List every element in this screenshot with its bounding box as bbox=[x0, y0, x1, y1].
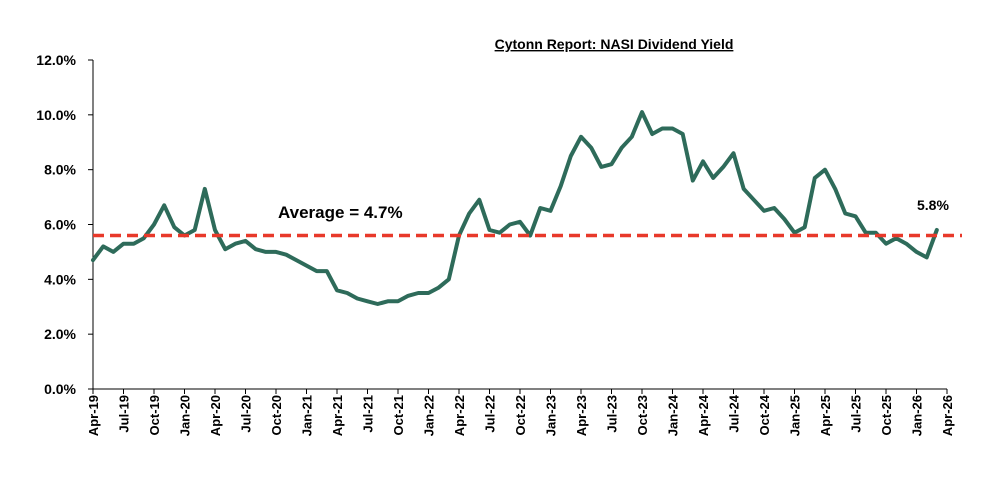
y-tick-label: 6.0% bbox=[44, 217, 76, 233]
x-tick-label: Jul-23 bbox=[605, 395, 620, 433]
x-axis: Apr-19 Jul-19 Oct-19 Jan-20 Apr-20 Jul-20 Oct-… bbox=[86, 389, 955, 436]
chart-title: Cytonn Report: NASI Dividend Yield bbox=[495, 36, 734, 52]
y-tick-label: 8.0% bbox=[44, 162, 76, 178]
x-tick-label: Apr-26 bbox=[940, 395, 955, 436]
x-tick-label: Jan-24 bbox=[666, 394, 681, 436]
x-tick-label: Jan-23 bbox=[544, 395, 559, 436]
x-tick-label: Oct-19 bbox=[147, 395, 162, 435]
x-tick-label: Jul-24 bbox=[727, 394, 742, 432]
x-tick-label: Jan-21 bbox=[300, 395, 315, 436]
x-tick-label: Jan-20 bbox=[178, 395, 193, 436]
x-tick-label: Apr-24 bbox=[696, 394, 711, 436]
x-tick-label: Apr-22 bbox=[452, 395, 467, 436]
average-label: Average = 4.7% bbox=[278, 203, 403, 222]
x-tick-label: Jul-20 bbox=[239, 395, 254, 433]
x-tick-label: Oct-24 bbox=[757, 394, 772, 435]
x-tick-label: Oct-20 bbox=[269, 395, 284, 435]
x-tick-label: Apr-20 bbox=[208, 395, 223, 436]
x-tick-label: Jan-26 bbox=[910, 395, 925, 436]
y-tick-label: 4.0% bbox=[44, 271, 76, 287]
x-tick-label: Jul-21 bbox=[361, 395, 376, 433]
x-tick-label: Oct-25 bbox=[879, 395, 894, 435]
x-tick-label: Apr-21 bbox=[330, 395, 345, 436]
x-tick-label: Jan-22 bbox=[422, 395, 437, 436]
x-tick-label: Oct-21 bbox=[391, 395, 406, 435]
last-value-label: 5.8% bbox=[917, 197, 949, 213]
y-axis: 0.0% 2.0% 4.0% 6.0% 8.0% 10.0% 12.0% bbox=[36, 52, 93, 397]
y-tick-label: 2.0% bbox=[44, 326, 76, 342]
y-tick-label: 12.0% bbox=[36, 52, 76, 68]
x-tick-label: Jan-25 bbox=[788, 395, 803, 436]
x-tick-label: Apr-23 bbox=[574, 395, 589, 436]
x-tick-label: Oct-22 bbox=[513, 395, 528, 435]
plot-area bbox=[93, 112, 962, 304]
x-tick-label: Jul-19 bbox=[117, 395, 132, 433]
x-tick-label: Apr-19 bbox=[86, 395, 101, 436]
x-tick-label: Jul-22 bbox=[483, 395, 498, 433]
x-tick-label: Apr-25 bbox=[818, 395, 833, 436]
x-tick-label: Oct-23 bbox=[635, 395, 650, 435]
y-tick-label: 0.0% bbox=[44, 381, 76, 397]
y-tick-label: 10.0% bbox=[36, 107, 76, 123]
dividend-yield-line bbox=[93, 112, 937, 304]
x-tick-label: Jul-25 bbox=[849, 395, 864, 433]
